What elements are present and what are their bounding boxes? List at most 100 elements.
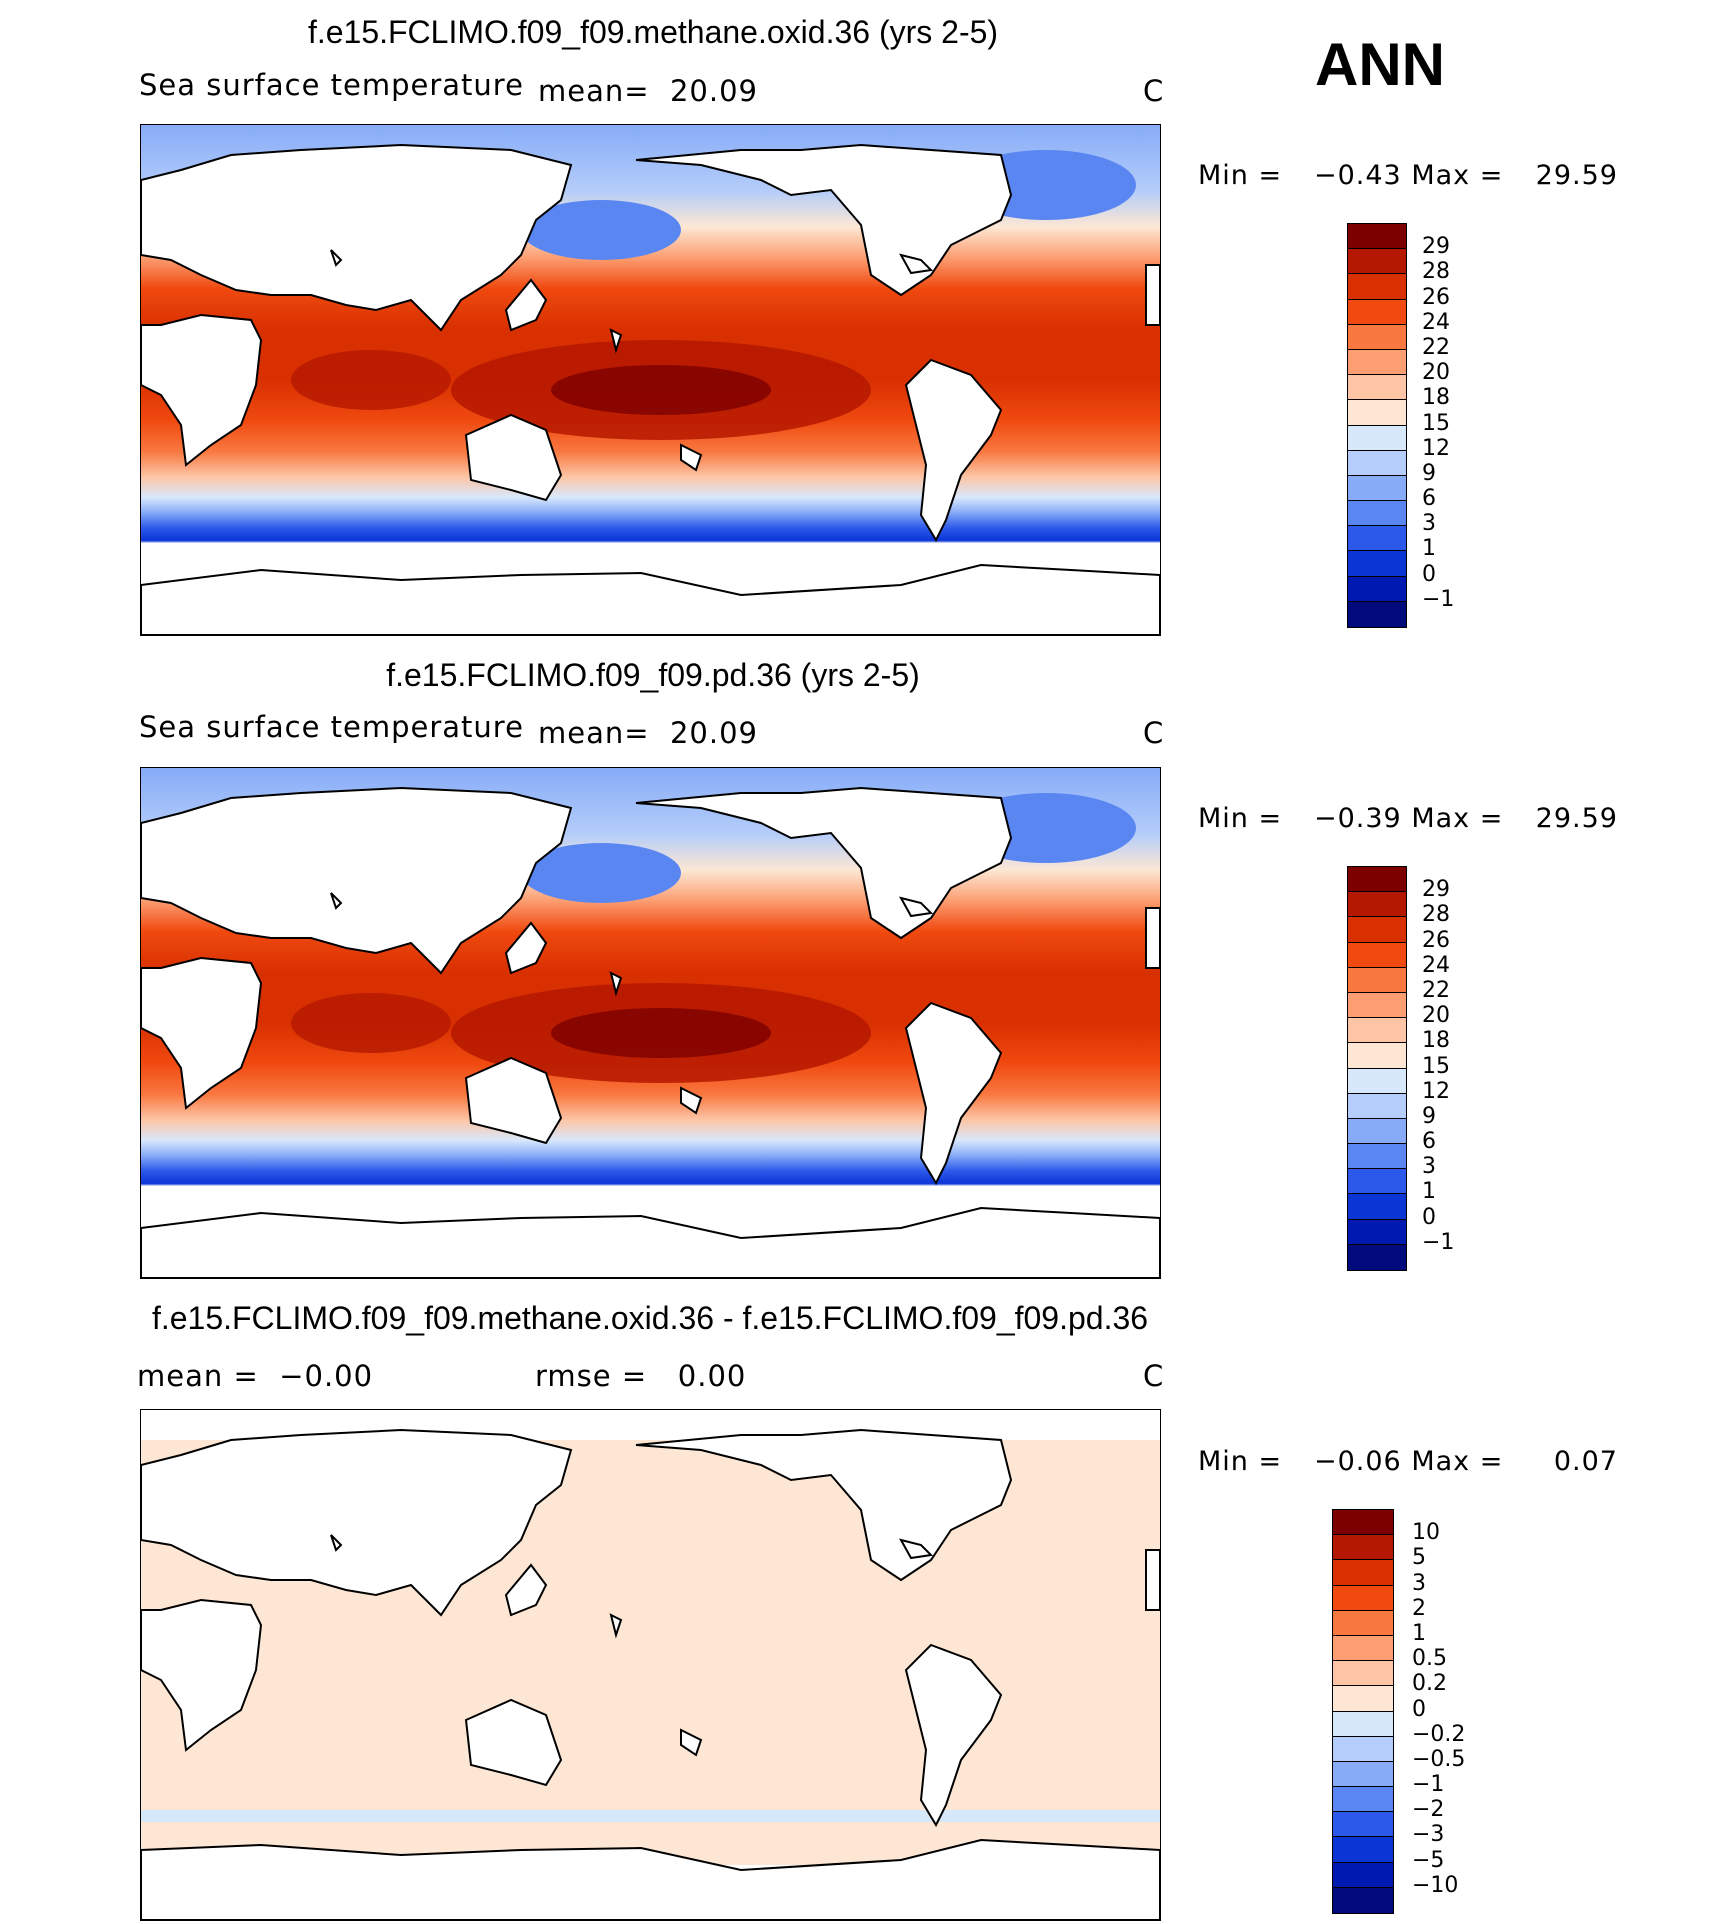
- colorbar-tick-label: 22: [1422, 334, 1450, 360]
- colorbar-swatch: [1348, 450, 1406, 476]
- colorbar-tick-label: −2: [1412, 1797, 1445, 1823]
- panel-1-land: [141, 143, 1160, 635]
- panel-2-field-name: Sea surface temperature: [139, 710, 524, 744]
- colorbar-tick-label: −10: [1412, 1872, 1459, 1898]
- colorbar-tick-label: 12: [1422, 435, 1450, 461]
- panel-3-map-svg: [141, 1410, 1160, 1920]
- colorbar-swatch: [1333, 1535, 1393, 1561]
- colorbar-tick-label: 0.2: [1412, 1671, 1447, 1697]
- colorbar-swatch: [1333, 1862, 1393, 1888]
- panel-2-min-value: −0.39: [1313, 803, 1402, 834]
- colorbar-swatch: [1348, 867, 1406, 893]
- colorbar-swatch: [1333, 1686, 1393, 1712]
- panel-1-units: C: [1143, 74, 1165, 108]
- panel-2-land: [141, 786, 1160, 1278]
- panel-3-min-value: −0.06: [1313, 1446, 1402, 1477]
- panel-1-field-name: Sea surface temperature: [139, 68, 524, 102]
- colorbar-tick-label: 3: [1412, 1570, 1426, 1596]
- colorbar-swatch: [1348, 942, 1406, 968]
- panel-3-islands: [330, 1534, 934, 1757]
- colorbar-swatch: [1348, 375, 1406, 401]
- panel-3-max-label: Max =: [1411, 1446, 1504, 1477]
- panel-1-min-label: Min =: [1198, 160, 1283, 191]
- colorbar-swatch: [1333, 1761, 1393, 1788]
- colorbar-tick-label: 1: [1412, 1620, 1426, 1646]
- colorbar-tick-label: 20: [1422, 360, 1450, 386]
- colorbar-tick-label: 29: [1422, 234, 1450, 260]
- panel-3-units: C: [1143, 1359, 1165, 1393]
- colorbar-tick-label: 9: [1422, 460, 1436, 486]
- panel-2-units: C: [1143, 716, 1165, 750]
- colorbar-swatch: [1333, 1560, 1393, 1586]
- colorbar-swatch: [1348, 274, 1406, 300]
- colorbar-tick-label: −1: [1412, 1772, 1445, 1798]
- panel-3-min-label: Min =: [1198, 1446, 1283, 1477]
- colorbar-tick-label: 26: [1422, 284, 1450, 310]
- colorbar-swatch: [1333, 1787, 1393, 1813]
- colorbar-swatch: [1348, 1118, 1406, 1145]
- colorbar-swatch: [1348, 551, 1406, 577]
- colorbar-swatch: [1348, 1219, 1406, 1245]
- colorbar-tick-label: 12: [1422, 1078, 1450, 1104]
- colorbar-tick-label: −0.5: [1412, 1746, 1466, 1772]
- panel-3-map: [140, 1409, 1161, 1921]
- colorbar-swatch: [1333, 1711, 1393, 1737]
- panel-1-colorbar-cells: [1348, 224, 1406, 627]
- colorbar-swatch: [1348, 224, 1406, 250]
- colorbar-swatch: [1333, 1736, 1393, 1762]
- panel-2-map: [140, 767, 1161, 1279]
- colorbar-tick-label: 3: [1422, 1154, 1436, 1180]
- colorbar-tick-label: 28: [1422, 259, 1450, 285]
- colorbar-tick-label: −0.2: [1412, 1721, 1466, 1747]
- colorbar-tick-label: 1: [1422, 536, 1436, 562]
- colorbar-swatch: [1348, 425, 1406, 451]
- panel-2-max-value: 29.59: [1535, 803, 1618, 834]
- panel-3-title: f.e15.FCLIMO.f09_f09.methane.oxid.36 - f…: [151, 1300, 1149, 1336]
- season-label: ANN: [1315, 31, 1445, 98]
- colorbar-tick-label: 24: [1422, 309, 1450, 335]
- colorbar-swatch: [1333, 1585, 1393, 1611]
- colorbar-swatch: [1348, 475, 1406, 502]
- colorbar-swatch: [1348, 601, 1406, 627]
- colorbar-tick-label: 29: [1422, 877, 1450, 903]
- panel-3-southern-band: [141, 1810, 1160, 1822]
- panel-1-warm-pool-core: [551, 365, 771, 415]
- colorbar-tick-label: 15: [1422, 1053, 1450, 1079]
- colorbar-swatch: [1348, 992, 1406, 1019]
- colorbar-swatch: [1333, 1812, 1393, 1838]
- panel-1-minmax: Min = −0.43 Max = 29.59: [1198, 160, 1618, 191]
- colorbar-swatch: [1348, 324, 1406, 350]
- colorbar-swatch: [1348, 299, 1406, 325]
- panel-2-indian-warm: [291, 993, 451, 1053]
- colorbar-tick-label: 10: [1412, 1520, 1440, 1546]
- colorbar-tick-label: 0: [1422, 561, 1436, 587]
- panel-2-pacific-cold: [521, 843, 681, 903]
- panel-1-pacific-cold: [521, 200, 681, 260]
- panel-3-colorbar-cells: [1333, 1510, 1393, 1913]
- panel-3-max-value: 0.07: [1553, 1446, 1618, 1477]
- colorbar-swatch: [1348, 1018, 1406, 1044]
- colorbar-tick-label: 18: [1422, 1028, 1450, 1054]
- panel-1-mean: mean= 20.09: [538, 74, 758, 108]
- colorbar-swatch: [1348, 1043, 1406, 1069]
- colorbar-tick-label: 3: [1422, 511, 1436, 537]
- panel-2-colorbar-cells: [1348, 867, 1406, 1270]
- panel-1-map-svg: [141, 125, 1160, 635]
- colorbar-tick-label: 0: [1422, 1204, 1436, 1230]
- colorbar-swatch: [1348, 1194, 1406, 1220]
- colorbar-tick-label: 0.5: [1412, 1646, 1447, 1672]
- panel-1-islands: [330, 249, 934, 472]
- panel-2-minmax: Min = −0.39 Max = 29.59: [1198, 803, 1618, 834]
- panel-3-rmse: rmse = 0.00: [535, 1359, 747, 1393]
- colorbar-tick-label: 6: [1422, 1129, 1436, 1155]
- colorbar-swatch: [1348, 1093, 1406, 1119]
- colorbar-swatch: [1348, 1144, 1406, 1170]
- colorbar-swatch: [1348, 526, 1406, 552]
- panel-1-colorbar: [1347, 223, 1407, 628]
- colorbar-swatch: [1348, 249, 1406, 275]
- panel-2-title: f.e15.FCLIMO.f09_f09.pd.36 (yrs 2-5): [386, 657, 920, 693]
- colorbar-swatch: [1348, 349, 1406, 376]
- colorbar-tick-label: 26: [1422, 927, 1450, 953]
- colorbar-swatch: [1348, 576, 1406, 602]
- colorbar-tick-label: −5: [1412, 1847, 1445, 1873]
